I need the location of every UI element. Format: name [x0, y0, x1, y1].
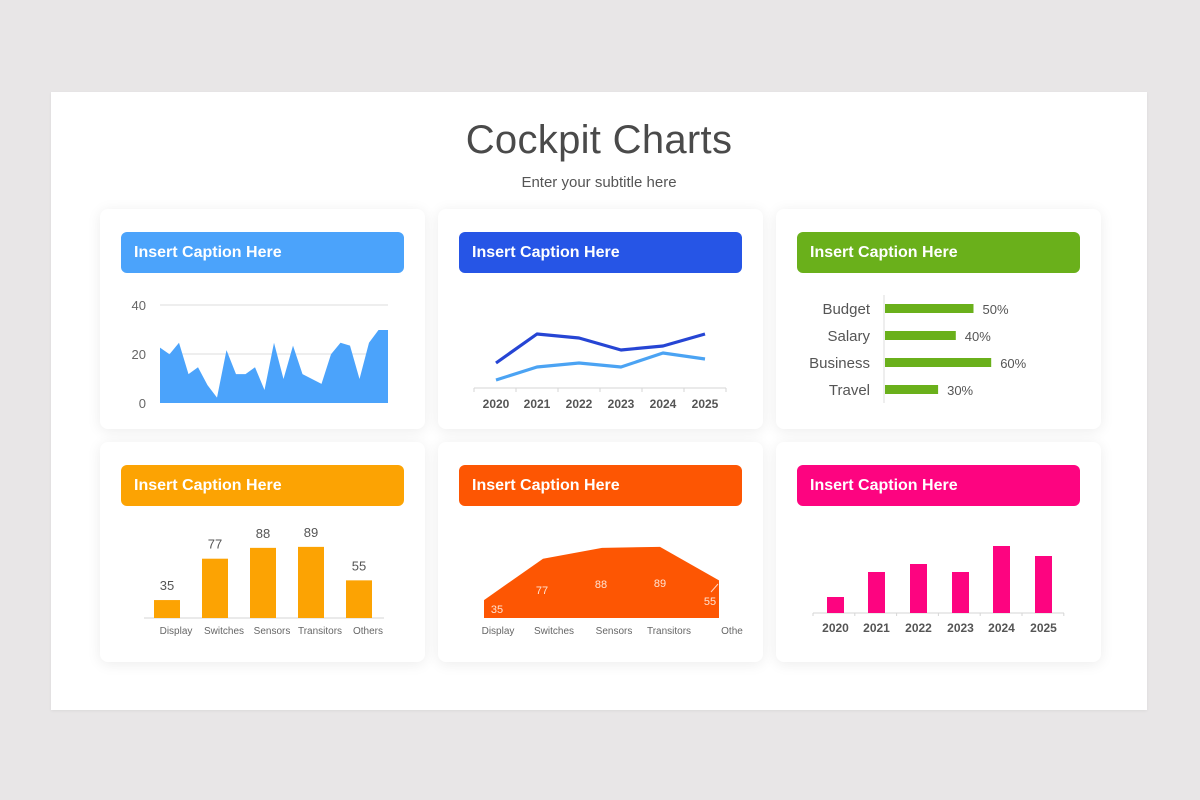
card-caption: Insert Caption Here [797, 232, 1080, 273]
x-tick-label: Switches [534, 626, 574, 637]
value-label: 35 [160, 578, 174, 593]
card-horizontal-bar-chart: Insert Caption Here Budget 50% Salary 40% Bu… [776, 209, 1101, 429]
area-series [484, 546, 719, 618]
y-tick-label: 20 [132, 347, 146, 362]
x-tick-label: Switches [204, 626, 244, 637]
area-chart: 35 77 88 89 55 Display Switches Sensors Transito… [482, 546, 743, 637]
bar [885, 304, 974, 313]
x-tick-label: Display [482, 626, 515, 637]
bar [346, 580, 372, 618]
value-label: 77 [208, 537, 222, 552]
x-tick-label: 2025 [692, 397, 719, 411]
area-chart: 40 20 0 [132, 298, 388, 411]
x-tick-label: 2024 [988, 621, 1015, 635]
value-label: 60% [1000, 356, 1026, 371]
x-tick-label: 2025 [1030, 621, 1057, 635]
column-chart: 2020 2021 2022 2023 2024 2025 [812, 546, 1065, 635]
x-tick-label: Transitors [647, 626, 691, 637]
value-label: 50% [983, 302, 1009, 317]
card-caption: Insert Caption Here [121, 232, 404, 273]
card-caption: Insert Caption Here [459, 232, 742, 273]
bar [868, 572, 885, 613]
bar [298, 546, 324, 618]
x-tick-label: 2023 [947, 621, 974, 635]
category-label: Business [809, 355, 870, 372]
label-leader-line [710, 583, 719, 593]
value-label: 77 [536, 585, 548, 597]
area-series [160, 329, 388, 403]
bar [885, 331, 956, 340]
value-label: 88 [256, 526, 270, 541]
category-label: Budget [822, 301, 870, 318]
card-bar-chart-pink: Insert Caption Here 2020 2021 2022 2023 2024… [776, 442, 1101, 662]
value-label: 88 [595, 579, 607, 591]
bar [202, 558, 228, 618]
x-tick-label: 2021 [524, 397, 551, 411]
value-label: 35 [491, 604, 503, 616]
card-area-chart-blue: Insert Caption Here 40 20 0 [100, 209, 425, 429]
line-series [495, 351, 706, 382]
card-caption: Insert Caption Here [797, 465, 1080, 506]
bar-chart: 35 Display 77 Switches 88 Sensors 89 Transitors… [144, 525, 384, 637]
value-label: 30% [947, 383, 973, 398]
x-tick-label: Transitors [298, 626, 342, 637]
bar [1035, 556, 1052, 613]
bar [952, 572, 969, 613]
value-label: 55 [704, 596, 716, 608]
line-series [495, 332, 706, 365]
y-tick-label: 40 [132, 298, 146, 313]
x-tick-label: 2020 [483, 397, 510, 411]
x-tick-label: 2021 [863, 621, 890, 635]
value-label: 40% [965, 329, 991, 344]
card-caption: Insert Caption Here [459, 465, 742, 506]
x-tick-label: Others [353, 626, 383, 637]
bar [827, 597, 844, 613]
card-caption: Insert Caption Here [121, 465, 404, 506]
value-label: 89 [654, 578, 666, 590]
x-tick-label: 2023 [608, 397, 635, 411]
category-label: Travel [829, 382, 870, 399]
category-label: Salary [827, 328, 870, 345]
bar [993, 546, 1010, 613]
card-bar-chart-orange: Insert Caption Here 35 Display 77 Switches 8… [100, 442, 425, 662]
value-label: 89 [304, 525, 318, 540]
y-tick-label: 0 [139, 396, 146, 411]
bar [910, 564, 927, 613]
card-area-chart-orange: Insert Caption Here 35 77 88 89 55 Display Swi… [438, 442, 763, 662]
bar [885, 385, 939, 394]
card-line-chart: Insert Caption Here 2020 2021 2022 2023 2024… [438, 209, 763, 429]
bar [154, 600, 180, 618]
horizontal-bar-chart: Budget 50% Salary 40% Business 60% Travel 30% [809, 295, 1027, 403]
line-chart: 2020 2021 2022 2023 2024 2025 [473, 332, 727, 411]
x-tick-label: 2020 [822, 621, 849, 635]
page-subtitle: Enter your subtitle here [521, 174, 677, 191]
bar [250, 547, 276, 618]
slide: Cockpit Charts Enter your subtitle here … [51, 92, 1147, 710]
value-label: 55 [352, 558, 366, 573]
x-tick-label: Othe [721, 626, 743, 637]
x-tick-label: 2024 [650, 397, 677, 411]
x-tick-label: Sensors [254, 626, 291, 637]
page-title: Cockpit Charts [465, 118, 733, 162]
bar [885, 358, 992, 367]
x-tick-label: 2022 [905, 621, 932, 635]
x-tick-label: 2022 [566, 397, 593, 411]
x-tick-label: Sensors [596, 626, 633, 637]
x-tick-label: Display [160, 626, 193, 637]
